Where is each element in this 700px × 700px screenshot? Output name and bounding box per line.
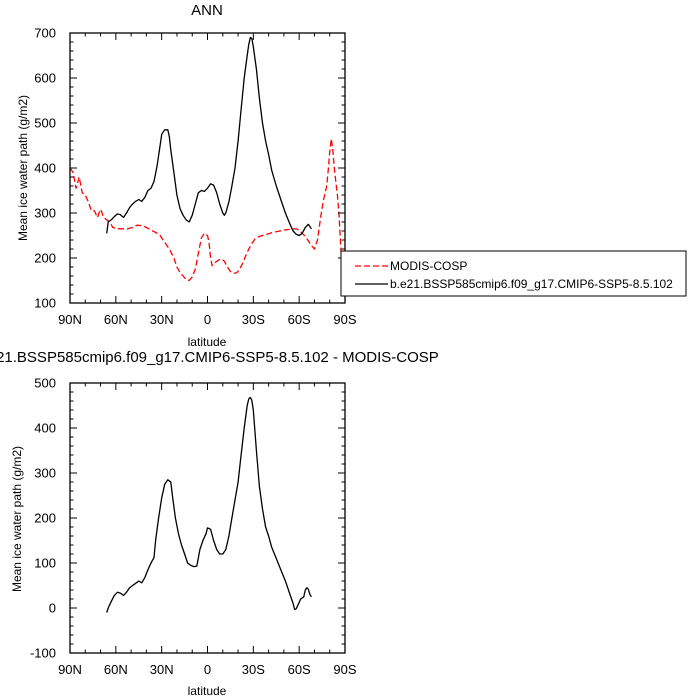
top-series-line-1 (106, 36, 312, 237)
top-series-line-0 (69, 138, 345, 282)
top-y-tick-label: 600 (34, 71, 56, 86)
bottom-x-axis-label: latitude (188, 684, 227, 698)
bottom-y-axis-label: Mean ice water path (g/m2) (10, 446, 24, 592)
top-plot-area: 90N 60N 30N 0 30S 60S 90S 100 200 300 400 500 600 700 (34, 26, 357, 328)
top-y-tick-label: 500 (34, 116, 56, 131)
top-x-tick-label: 0 (204, 312, 211, 327)
bottom-plot-area: 90N 60N 30N 0 30S 60S 90S -100 0 100 200 300 400 500 (30, 376, 357, 678)
top-x-tick-label: 60N (104, 312, 128, 327)
top-y-tick-label: 200 (34, 251, 56, 266)
top-y-tick-label: 700 (34, 26, 56, 41)
bottom-y-tick-label: 0 (49, 601, 56, 616)
bottom-y-tick-label: 100 (34, 556, 56, 571)
bottom-x-tick-label: 90S (333, 662, 356, 677)
bottom-series-line-0 (106, 396, 312, 613)
top-x-tick-label: 30N (150, 312, 174, 327)
top-x-tick-label: 90S (333, 312, 356, 327)
top-y-axis-label: Mean ice water path (g/m2) (16, 95, 30, 241)
legend-label-modis: MODIS-COSP (390, 259, 467, 273)
bottom-x-tick-label: 30N (150, 662, 174, 677)
bottom-y-tick-label: 400 (34, 421, 56, 436)
bottom-y-tick-label: 300 (34, 466, 56, 481)
bottom-chart-title: b.e21.BSSP585cmip6.f09_g17.CMIP6-SSP5-8.… (0, 349, 439, 366)
top-y-tick-label: 400 (34, 161, 56, 176)
bottom-panel: b.e21.BSSP585cmip6.f09_g17.CMIP6-SSP5-8.… (0, 349, 439, 698)
bottom-x-tick-label: 30S (242, 662, 265, 677)
bottom-x-tick-label: 60N (104, 662, 128, 677)
bottom-y-tick-label: -100 (30, 646, 56, 661)
legend-box (340, 250, 687, 297)
bottom-y-tick-label: 200 (34, 511, 56, 526)
legend: MODIS-COSP b.e21.BSSP585cmip6.f09_g17.CM… (340, 250, 687, 297)
top-panel: ANN 90N 60N 30N 0 30S 60S 90S 100 200 300 400 500 60… (16, 2, 357, 349)
top-y-tick-label: 300 (34, 206, 56, 221)
top-chart-title: ANN (191, 2, 223, 19)
top-x-tick-label: 60S (288, 312, 311, 327)
bottom-x-tick-label: 60S (288, 662, 311, 677)
bottom-x-tick-label: 0 (204, 662, 211, 677)
top-y-tick-label: 100 (34, 296, 56, 311)
bottom-plot-frame (69, 382, 346, 654)
top-plot-frame (69, 32, 346, 304)
bottom-x-tick-label: 90N (58, 662, 82, 677)
top-x-tick-label: 30S (242, 312, 265, 327)
legend-label-model: b.e21.BSSP585cmip6.f09_g17.CMIP6-SSP5-8.… (390, 277, 673, 291)
bottom-y-tick-label: 500 (34, 376, 56, 391)
top-x-axis-label: latitude (188, 335, 227, 349)
top-x-tick-label: 90N (58, 312, 82, 327)
